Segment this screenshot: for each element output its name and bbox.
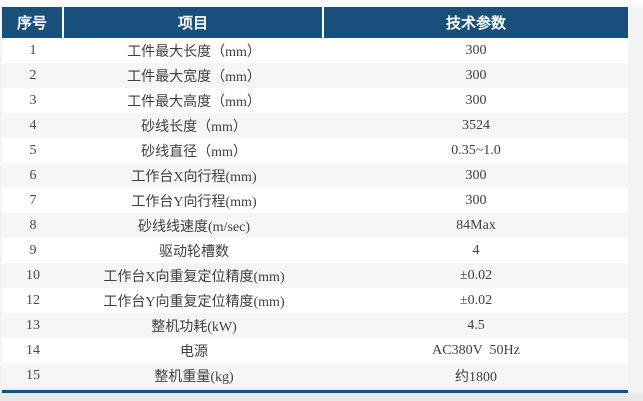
row-index-cell: 1: [29, 42, 37, 58]
table-row: 7 工作台Y向行程(mm) 300: [2, 188, 628, 213]
value-cell: 300: [465, 67, 487, 83]
row-index-cell: 2: [29, 67, 37, 83]
item-cell: 砂线长度（mm）: [141, 119, 247, 135]
item-cell: 工件最大高度（mm）: [127, 94, 261, 110]
table-row: 14 电源 AC380V 50Hz: [2, 338, 628, 363]
row-index-cell: 15: [26, 367, 40, 383]
item-cell: 工作台X向行程(mm): [131, 169, 257, 185]
table-row: 2 工件最大宽度（mm） 300: [2, 63, 628, 88]
item-cell: 电源: [180, 344, 208, 360]
footer-margin-strip: [0, 393, 643, 401]
column-header-item: 项目: [64, 7, 324, 38]
value-cell: 84Max: [456, 217, 496, 233]
table-row: 6 工作台X向行程(mm) 300: [2, 163, 628, 188]
row-index-cell: 10: [26, 267, 40, 283]
table-row: 10 工作台X向重复定位精度(mm) ±0.02: [2, 263, 628, 288]
table-row: 5 砂线直径（mm） 0.35~1.0: [2, 138, 628, 163]
value-cell: AC380V 50Hz: [432, 342, 520, 358]
value-cell: 300: [465, 167, 487, 183]
value-cell: 4: [472, 242, 480, 258]
row-index-cell: 12: [26, 292, 40, 308]
value-cell: 0.35~1.0: [451, 142, 501, 158]
row-index-cell: 8: [29, 217, 37, 233]
row-index-cell: 3: [29, 92, 37, 108]
item-cell: 整机功耗(kW): [151, 319, 237, 335]
row-index-cell: 14: [26, 342, 40, 358]
table-row: 1 工件最大长度（mm） 300: [2, 38, 628, 63]
row-index-cell: 4: [29, 117, 37, 133]
item-cell: 工作台Y向重复定位精度(mm): [103, 294, 285, 310]
bottom-accent-line: [2, 390, 628, 393]
item-cell: 工件最大宽度（mm）: [127, 69, 261, 85]
table-row: 3 工件最大高度（mm） 300: [2, 88, 628, 113]
table-row: 4 砂线长度（mm） 3524: [2, 113, 628, 138]
value-cell: 4.5: [467, 317, 485, 333]
row-index-cell: 9: [29, 242, 37, 258]
value-cell: ±0.02: [459, 292, 493, 308]
gap-strip: [2, 388, 628, 390]
value-cell: 3524: [462, 117, 490, 133]
spec-table: 序号 项目 技术参数 1 工件最大长度（mm） 300 2 工件最大宽度（mm）…: [2, 7, 628, 393]
item-cell: 工作台X向重复定位精度(mm): [103, 269, 285, 285]
table-row: 12 工作台Y向重复定位精度(mm) ±0.02: [2, 288, 628, 313]
table-header-row: 序号 项目 技术参数: [2, 7, 628, 38]
table-row: 8 砂线线速度(m/sec) 84Max: [2, 213, 628, 238]
row-index-cell: 6: [29, 167, 37, 183]
column-header-index: 序号: [2, 7, 64, 38]
row-index-cell: 7: [29, 192, 37, 208]
row-index-cell: 13: [26, 317, 40, 333]
value-cell: 300: [465, 92, 487, 108]
value-cell: ±0.02: [459, 267, 493, 283]
table-body: 1 工件最大长度（mm） 300 2 工件最大宽度（mm） 300 3 工件最大…: [2, 38, 628, 388]
value-cell: 300: [465, 192, 487, 208]
item-cell: 砂线线速度(m/sec): [138, 219, 250, 235]
item-cell: 工作台Y向行程(mm): [131, 194, 257, 210]
table-row: 15 整机重量(kg) 约1800: [2, 363, 628, 388]
item-cell: 驱动轮槽数: [159, 244, 229, 260]
item-cell: 工件最大长度（mm）: [127, 44, 261, 60]
table-row: 13 整机功耗(kW) 4.5: [2, 313, 628, 338]
table-row: 9 驱动轮槽数 4: [2, 238, 628, 263]
item-cell: 整机重量(kg): [154, 369, 234, 385]
row-index-cell: 5: [29, 142, 37, 158]
value-cell: 300: [465, 42, 487, 58]
top-margin-strip: [0, 0, 643, 7]
item-cell: 砂线直径（mm）: [141, 144, 247, 160]
value-cell: 约1800: [455, 369, 497, 385]
column-header-value: 技术参数: [445, 16, 506, 32]
